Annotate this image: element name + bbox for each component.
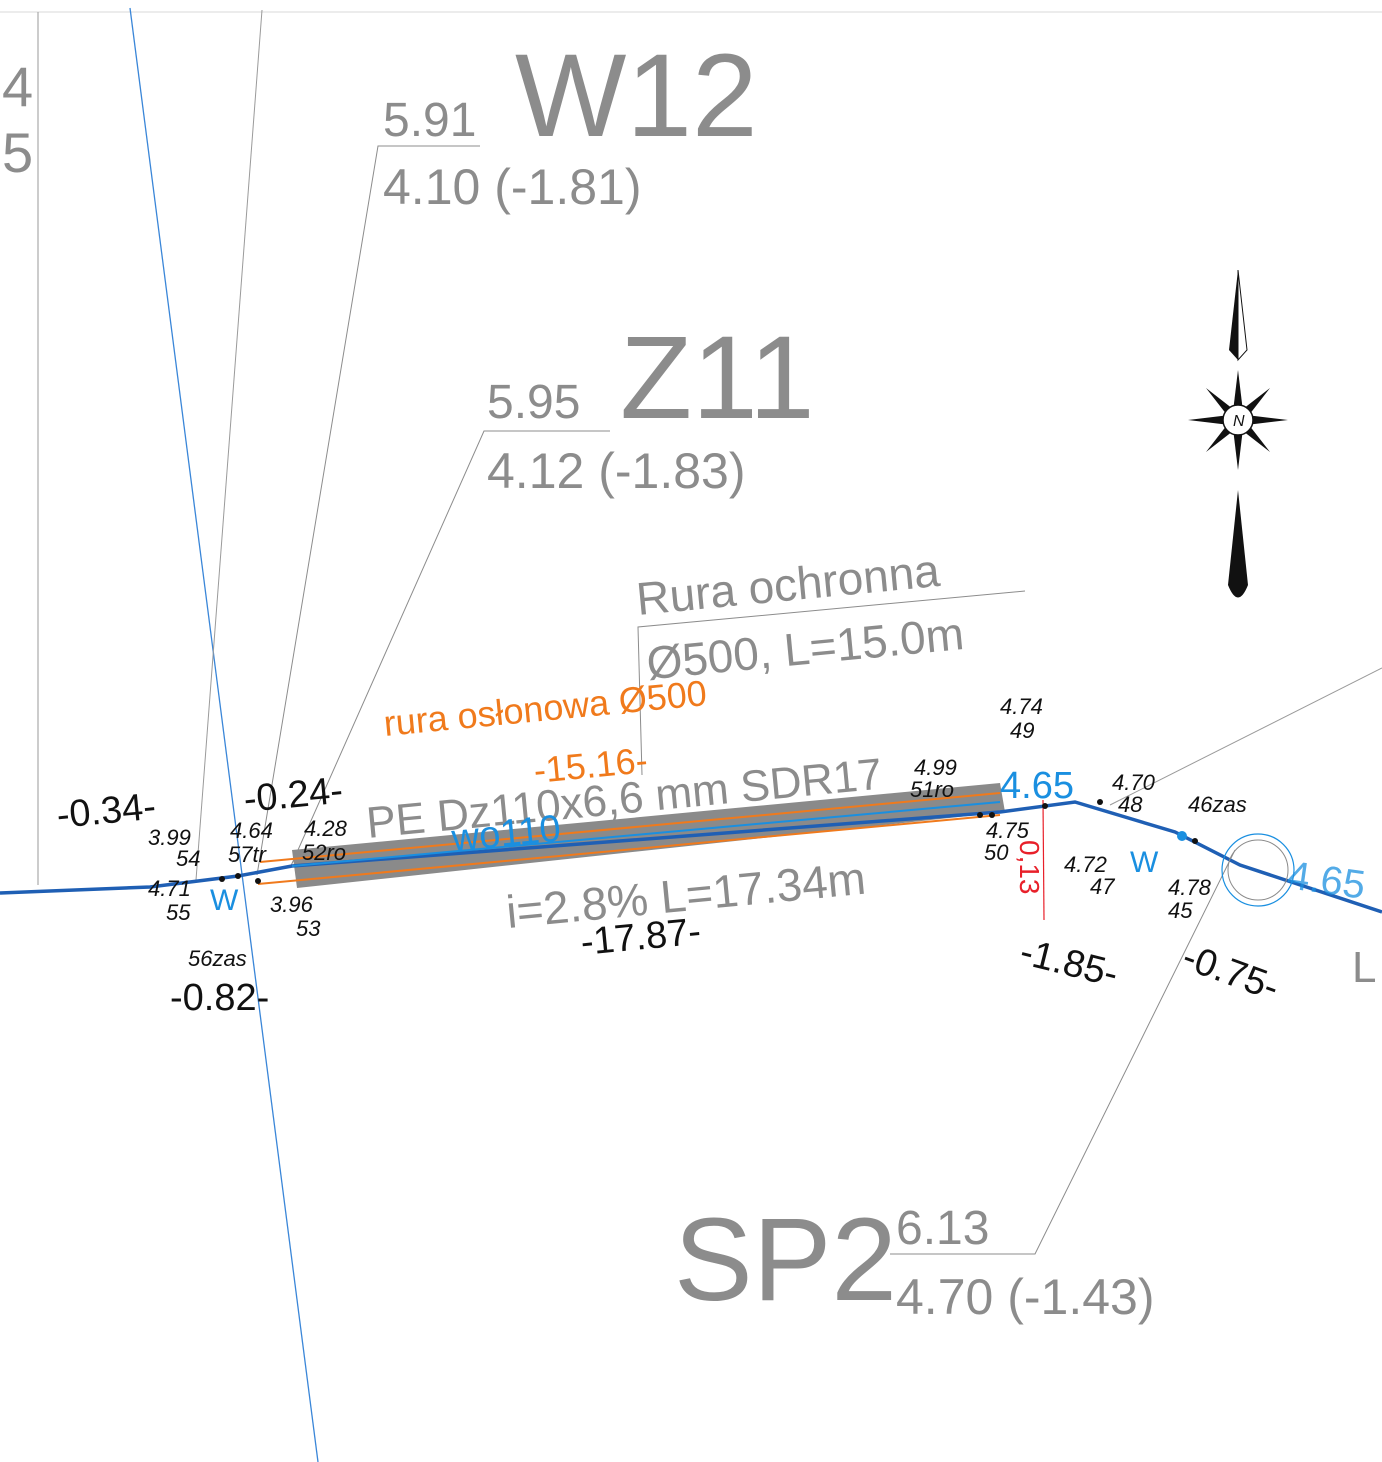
edge-label-bottom: 5 <box>2 121 33 184</box>
label-p55-n: 55 <box>166 900 191 925</box>
leader-z11 <box>289 430 610 869</box>
label-p53-h: 3.96 <box>270 892 314 917</box>
point-52 <box>255 878 261 884</box>
label-p50-h: 4.75 <box>986 818 1030 843</box>
label-p54-h: 3.99 <box>148 825 191 850</box>
point-46 <box>1177 831 1187 841</box>
label-p49-n: 49 <box>1010 718 1034 743</box>
water-inner <box>291 801 1001 867</box>
cut-label: L <box>1352 943 1376 992</box>
point-50 <box>1042 803 1048 809</box>
z11-top-value: 5.95 <box>487 376 580 429</box>
sp2-top-value: 6.13 <box>896 1202 989 1255</box>
boundary-line <box>195 9 263 881</box>
point-51b <box>989 812 995 818</box>
label-p52-n: 52ro <box>302 840 346 865</box>
leader-sp2 <box>890 849 1236 1255</box>
chamber-inner <box>1227 839 1289 901</box>
point-54 <box>219 876 225 882</box>
label-p53-n: 53 <box>296 916 321 941</box>
red-value: 0,13 <box>1014 840 1045 895</box>
w12-name: W12 <box>515 30 758 162</box>
point-57 <box>235 873 241 879</box>
depth-label-2: -0.24- <box>242 770 345 821</box>
label-p47-h: 4.72 <box>1064 852 1107 877</box>
leader-right <box>1109 667 1382 806</box>
label-p50-n: 50 <box>984 840 1009 865</box>
compass-letter: N <box>1233 413 1245 430</box>
point-46b <box>1192 838 1198 844</box>
label-w-right: W <box>1130 846 1159 879</box>
depth-label-5: -0.82- <box>170 977 269 1019</box>
leader-w12 <box>256 145 480 876</box>
label-p52-h: 4.28 <box>304 816 348 841</box>
label-w-left: W <box>210 884 239 917</box>
red-marker <box>1042 799 1045 921</box>
depth-label-7: -0.75- <box>1177 936 1285 1009</box>
label-p47-n: 47 <box>1090 874 1115 899</box>
label-p55-h: 4.71 <box>148 876 191 901</box>
label-p48-h: 4.70 <box>1112 770 1156 795</box>
casing-label: rura osłonowa Ø500 <box>382 672 709 744</box>
label-p51-n: 51ro <box>910 777 954 802</box>
label-p57-n: 57tr <box>228 842 268 867</box>
label-p45-n: 45 <box>1168 898 1193 923</box>
label-elev-2: 4.65 <box>1285 853 1368 907</box>
w12-bottom-value: 4.10 (-1.81) <box>383 159 641 215</box>
depth-label-6: -1.85- <box>1016 931 1122 996</box>
survey-points <box>219 799 1198 884</box>
depth-label-1: -0.34- <box>55 786 158 837</box>
chamber-outer <box>1221 833 1295 907</box>
label-p57-h: 4.64 <box>230 818 273 843</box>
z11-name: Z11 <box>620 312 815 444</box>
label-p49-h: 4.74 <box>1000 694 1043 719</box>
sp2-bottom-value: 4.70 (-1.43) <box>896 1269 1154 1325</box>
reference-line <box>129 7 319 1462</box>
w12-top-value: 5.91 <box>383 94 476 147</box>
edge-label-top: 4 <box>2 55 33 118</box>
point-51 <box>977 812 983 818</box>
label-elev-1: 4.65 <box>1000 765 1074 807</box>
sp2-name: SP2 <box>674 1194 897 1326</box>
label-p54-n: 54 <box>176 846 200 871</box>
casing-line-top <box>259 792 1001 863</box>
casing-line-bottom <box>257 814 1001 885</box>
label-p56-n: 56zas <box>188 946 247 971</box>
label-p51-h: 4.99 <box>914 755 957 780</box>
z11-bottom-value: 4.12 (-1.83) <box>487 443 745 499</box>
point-48 <box>1097 799 1103 805</box>
label-p45-h: 4.78 <box>1168 875 1212 900</box>
label-p48-n: 48 <box>1118 792 1143 817</box>
compass-icon: N <box>1188 269 1288 598</box>
leader-sleeve <box>637 590 1026 776</box>
label-p46-n: 46zas <box>1188 792 1247 817</box>
water-main <box>0 800 1382 914</box>
